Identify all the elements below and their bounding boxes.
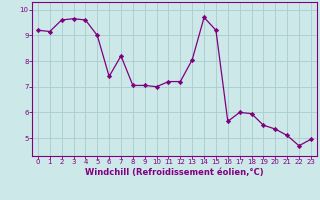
X-axis label: Windchill (Refroidissement éolien,°C): Windchill (Refroidissement éolien,°C) — [85, 168, 264, 177]
